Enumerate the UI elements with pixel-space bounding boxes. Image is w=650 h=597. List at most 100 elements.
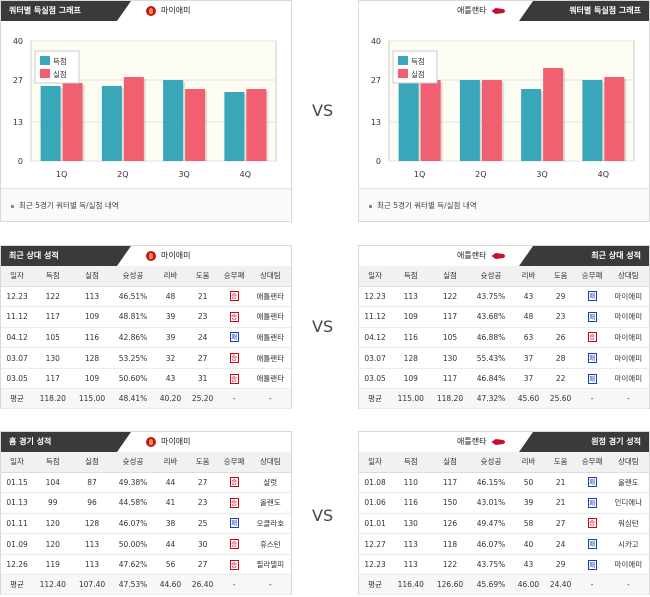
table-cell: 32 xyxy=(154,347,187,369)
table-cell: 03.07 xyxy=(1,347,34,369)
hawks-logo-icon xyxy=(491,8,506,14)
table-row: 01.11 120 128 46.07% 38 25 패 오클라호 xyxy=(1,513,291,535)
table-cell: 31 xyxy=(186,368,219,390)
table-cell: 승 xyxy=(218,533,250,555)
table-cell: 올랜도 xyxy=(607,472,649,494)
table-cell: 승 xyxy=(218,286,250,308)
bar-score xyxy=(521,89,542,161)
table-cell: 43 xyxy=(512,286,545,308)
table-cell: 24 xyxy=(186,327,219,349)
column-header: 일자 xyxy=(1,452,34,473)
result-badge: 승 xyxy=(229,559,239,570)
team-label: 애틀랜타 xyxy=(457,246,506,266)
table-row: 01.09 120 113 50.00% 44 30 승 휴스턴 xyxy=(1,533,291,555)
result-badge: 승 xyxy=(229,311,239,322)
table-cell: 63 xyxy=(512,327,545,349)
table-cell: 37 xyxy=(512,347,545,369)
team-name: 애틀랜타 xyxy=(457,251,487,260)
table-cell: 04.12 xyxy=(359,327,392,349)
average-row: 평균 115.00 118.20 47.32% 45.60 25.60- - xyxy=(359,388,649,410)
chart-footer: 최근 5경기 쿼터별 득/실점 내역 xyxy=(1,188,291,221)
result-badge: 패 xyxy=(587,477,597,488)
table-cell: 119 xyxy=(33,554,73,576)
table-cell: 117 xyxy=(33,306,73,328)
column-header: 슛성공 xyxy=(111,266,155,287)
table-cell: 46.07% xyxy=(469,533,513,555)
table-cell: 마이애미 xyxy=(607,554,649,576)
table-cell: 44.60 xyxy=(154,574,187,596)
table-cell: 118.20 xyxy=(33,388,73,410)
column-header: 상대팀 xyxy=(249,266,291,287)
table-cell: 01.15 xyxy=(1,472,34,494)
result-badge: 패 xyxy=(587,311,597,322)
table-cell: - xyxy=(218,574,250,596)
table-cell: 45.60 xyxy=(512,388,545,410)
chart-footer: 최근 5경기 쿼터별 득/실점 내역 xyxy=(359,188,649,221)
result-badge: 승 xyxy=(229,539,239,550)
table-cell: 21 xyxy=(544,472,577,494)
table-cell: 46.00 xyxy=(512,574,545,596)
table-cell: 43.75% xyxy=(469,554,513,576)
table-cell: 패 xyxy=(576,492,608,514)
table-cell: 109 xyxy=(72,306,112,328)
table-cell: 117 xyxy=(430,368,470,390)
table-cell: 평균 xyxy=(359,388,392,410)
table-cell: 11.12 xyxy=(359,306,392,328)
table-cell: 패 xyxy=(576,347,608,369)
table-cell: 29 xyxy=(544,554,577,576)
column-header: 상대팀 xyxy=(249,452,291,473)
table-row: 12.23 122 113 46.51% 48 21 승 애틀랜타 xyxy=(1,286,291,308)
chart-footer-text: 최근 5경기 쿼터별 득/실점 내역 xyxy=(377,201,477,210)
average-row: 평균 116.40 126.60 45.69% 46.00 24.40- - xyxy=(359,574,649,596)
table-cell: 마이애미 xyxy=(607,327,649,349)
table-cell: 39 xyxy=(154,306,187,328)
table-cell: 23 xyxy=(186,492,219,514)
x-tick-label: 4Q xyxy=(240,170,251,179)
table-cell: 38 xyxy=(154,513,187,535)
legend-label: 득점 xyxy=(53,56,67,66)
column-header: 실점 xyxy=(430,452,470,473)
table-cell: - xyxy=(218,388,250,410)
y-tick-label: 27 xyxy=(13,76,23,85)
result-badge: 승 xyxy=(587,518,597,529)
x-tick-label: 3Q xyxy=(178,170,189,179)
table-cell: 패 xyxy=(576,306,608,328)
result-badge: 패 xyxy=(587,497,597,508)
table-cell: 113 xyxy=(391,286,431,308)
table-cell: 107.40 xyxy=(72,574,112,596)
table-cell: 116 xyxy=(72,327,112,349)
table-cell: 애틀랜타 xyxy=(249,368,291,390)
table-cell: 104 xyxy=(33,472,73,494)
table-row: 01.13 99 96 44.58% 41 23 승 올랜도 xyxy=(1,492,291,514)
table-cell: 23 xyxy=(544,306,577,328)
column-header: 도움 xyxy=(186,452,219,473)
table-cell: 27 xyxy=(186,472,219,494)
table-cell: 48 xyxy=(512,306,545,328)
table-cell: 애틀랜타 xyxy=(249,286,291,308)
table-cell: 113 xyxy=(391,554,431,576)
column-header: 슛성공 xyxy=(469,452,513,473)
table-cell: 애틀랜타 xyxy=(249,347,291,369)
column-header: 일자 xyxy=(359,266,392,287)
table-cell: - xyxy=(249,388,291,410)
legend-label: 득점 xyxy=(411,56,425,66)
table-cell: 109 xyxy=(72,368,112,390)
table-cell: 샬럿 xyxy=(249,472,291,494)
table-cell: 120 xyxy=(33,513,73,535)
table-cell: 46.15% xyxy=(469,472,513,494)
table-cell: 47.53% xyxy=(111,574,155,596)
bar-conceded xyxy=(604,77,625,161)
table-cell: 27 xyxy=(186,347,219,369)
table-cell: 승 xyxy=(576,327,608,349)
table-cell: 122 xyxy=(430,286,470,308)
hawks-logo-icon xyxy=(491,253,506,259)
table-cell: 22 xyxy=(544,368,577,390)
legend-swatch xyxy=(398,69,408,78)
result-badge: 패 xyxy=(229,518,239,529)
table-cell: 03.05 xyxy=(1,368,34,390)
column-header: 도움 xyxy=(544,266,577,287)
column-header: 승무패 xyxy=(576,452,608,473)
heat-logo-icon xyxy=(146,6,156,16)
table-cell: 122 xyxy=(33,286,73,308)
